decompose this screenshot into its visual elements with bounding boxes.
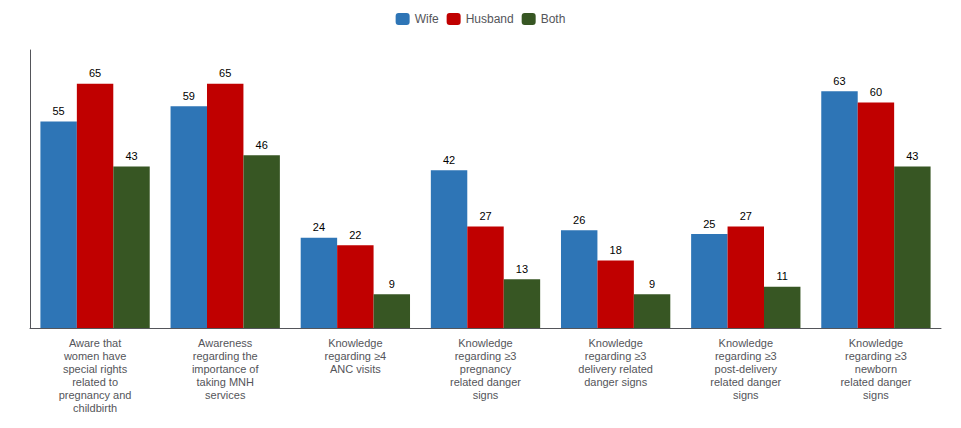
svg-text:signs: signs (733, 389, 759, 401)
svg-text:55: 55 (53, 105, 65, 117)
svg-text:9: 9 (389, 278, 395, 290)
svg-text:regarding ≥3: regarding ≥3 (585, 350, 647, 362)
svg-text:childbirth: childbirth (73, 402, 117, 414)
svg-text:Husband: Husband (466, 12, 514, 26)
svg-text:regarding the: regarding the (193, 350, 258, 362)
svg-text:taking MNH: taking MNH (196, 376, 254, 388)
svg-text:pregnancy: pregnancy (460, 363, 512, 375)
svg-text:related danger: related danger (710, 376, 781, 388)
svg-text:related to: related to (72, 376, 118, 388)
svg-text:ANC visits: ANC visits (330, 363, 381, 375)
svg-text:Aware that: Aware that (69, 337, 121, 349)
svg-text:regarding ≥3: regarding ≥3 (845, 350, 907, 362)
svg-text:Knowledge: Knowledge (458, 337, 512, 349)
svg-text:signs: signs (473, 389, 499, 401)
svg-text:11: 11 (777, 270, 788, 282)
svg-text:43: 43 (125, 150, 137, 162)
svg-text:related danger: related danger (840, 376, 911, 388)
svg-text:signs: signs (863, 389, 889, 401)
svg-text:Both: Both (541, 12, 566, 26)
svg-text:regarding ≥3: regarding ≥3 (455, 350, 517, 362)
svg-text:post-delivery: post-delivery (715, 363, 778, 375)
svg-text:59: 59 (183, 90, 195, 102)
svg-text:special rights: special rights (63, 363, 128, 375)
svg-text:43: 43 (906, 150, 918, 162)
svg-text:related danger: related danger (450, 376, 521, 388)
svg-text:25: 25 (703, 218, 715, 230)
svg-text:Awareness: Awareness (198, 337, 253, 349)
svg-text:Knowledge: Knowledge (588, 337, 642, 349)
svg-text:danger signs: danger signs (584, 376, 647, 388)
svg-text:9: 9 (649, 278, 655, 290)
svg-text:newborn: newborn (855, 363, 897, 375)
svg-text:65: 65 (219, 67, 231, 79)
svg-text:delivery related: delivery related (578, 363, 653, 375)
svg-text:women have: women have (63, 350, 126, 362)
svg-text:24: 24 (313, 221, 325, 233)
svg-text:services: services (205, 389, 246, 401)
svg-text:18: 18 (610, 244, 622, 256)
svg-text:importance of: importance of (192, 363, 260, 375)
svg-text:27: 27 (479, 210, 491, 222)
svg-text:Knowledge: Knowledge (849, 337, 903, 349)
svg-text:Knowledge: Knowledge (719, 337, 773, 349)
svg-text:22: 22 (349, 229, 361, 241)
svg-text:Knowledge: Knowledge (328, 337, 382, 349)
svg-text:regarding ≥4: regarding ≥4 (325, 350, 387, 362)
svg-text:regarding ≥3: regarding ≥3 (715, 350, 777, 362)
svg-text:26: 26 (573, 214, 585, 226)
svg-text:60: 60 (870, 86, 882, 98)
svg-text:42: 42 (443, 154, 455, 166)
svg-text:27: 27 (740, 210, 752, 222)
svg-text:46: 46 (256, 139, 268, 151)
svg-text:63: 63 (833, 75, 845, 87)
svg-text:13: 13 (516, 263, 528, 275)
svg-text:Wife: Wife (415, 12, 439, 26)
svg-text:pregnancy and: pregnancy and (59, 389, 132, 401)
svg-text:65: 65 (89, 67, 101, 79)
